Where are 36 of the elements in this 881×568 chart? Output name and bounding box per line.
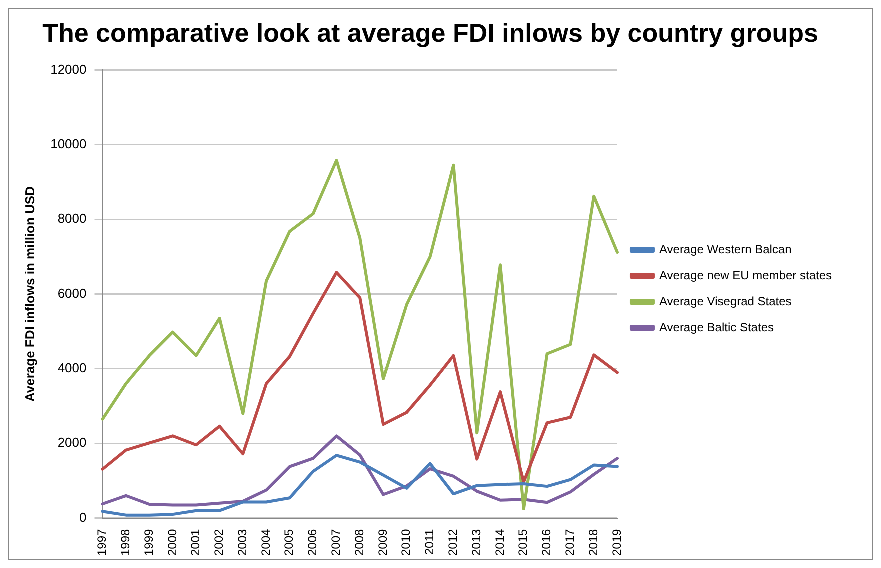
x-tick-label: 2016 [540, 528, 554, 556]
y-tick-label: 2000 [58, 435, 87, 450]
y-tick-label: 0 [80, 510, 87, 525]
x-tick-label: 1999 [142, 528, 156, 556]
legend-label: Average Visegrad States [659, 294, 792, 308]
x-tick-label: 1998 [118, 528, 132, 556]
y-axis-title: Average FDI inflows in million USD [22, 186, 38, 402]
x-tick-label: 2006 [306, 528, 320, 556]
x-tick-label: 2004 [258, 528, 273, 556]
x-tick-label: 2002 [212, 528, 226, 556]
x-tick-label: 2011 [422, 528, 437, 556]
x-tick-label: 2000 [165, 528, 180, 556]
x-tick-label: 2017 [562, 528, 577, 556]
x-tick-label: 2001 [188, 528, 203, 556]
legend-label: Average new EU member states [659, 268, 832, 282]
y-tick-label: 10000 [50, 136, 87, 152]
x-tick-label: 2005 [282, 528, 296, 556]
x-tick-label: 2015 [516, 528, 530, 556]
x-tick-label: 2007 [329, 528, 344, 556]
legend-label: Average Baltic States [659, 320, 774, 334]
y-tick-label: 8000 [58, 211, 87, 226]
x-tick-label: 2010 [399, 528, 414, 556]
x-tick-label: 2008 [352, 528, 366, 556]
y-tick-label: 4000 [58, 360, 87, 376]
chart-title: The comparative look at average FDI inlows by country groups [42, 18, 818, 48]
x-tick-label: 2003 [235, 528, 250, 556]
legend-label: Average Western Balcan [659, 242, 792, 256]
x-tick-label: 2019 [610, 528, 624, 556]
y-tick-label: 12000 [50, 62, 87, 77]
x-tick-label: 2009 [376, 528, 390, 556]
x-tick-label: 2018 [586, 528, 600, 556]
x-tick-label: 2014 [492, 528, 507, 556]
x-tick-label: 2012 [446, 528, 460, 556]
x-tick-label: 2013 [469, 528, 484, 556]
y-tick-label: 6000 [58, 286, 87, 301]
x-tick-label: 1997 [95, 528, 110, 556]
